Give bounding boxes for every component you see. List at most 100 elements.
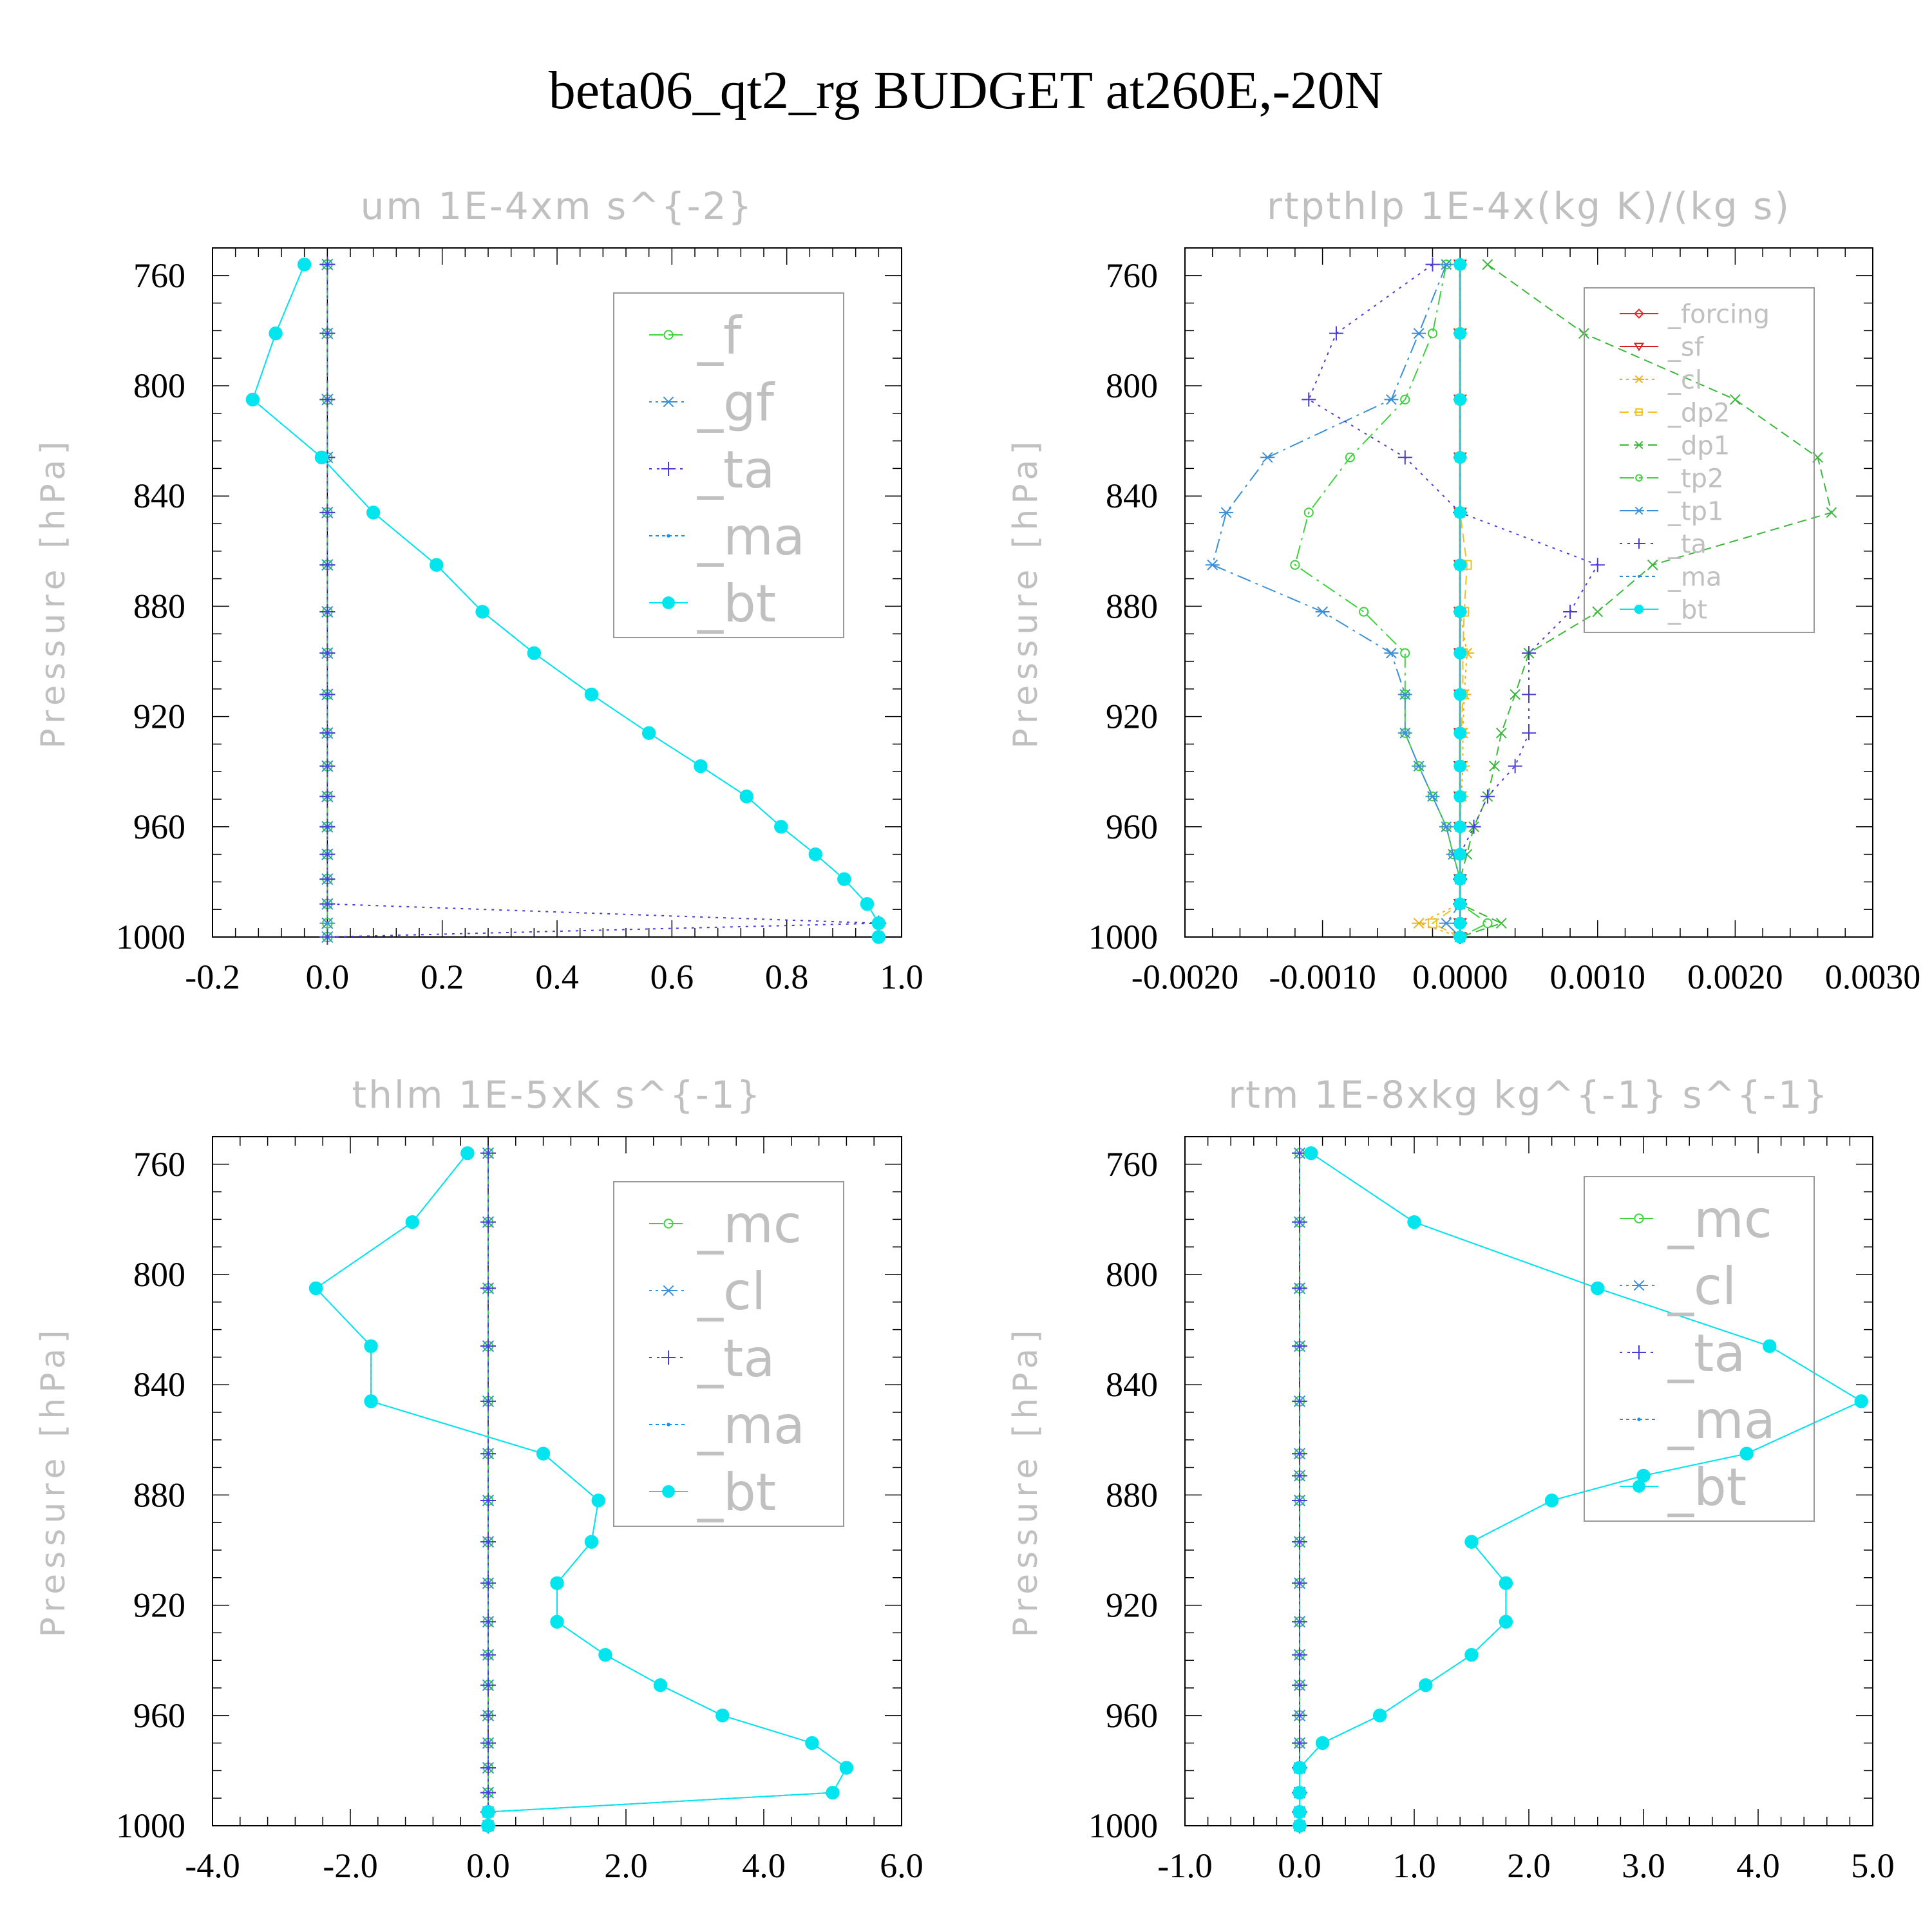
data-point [1397, 688, 1412, 700]
data-point [480, 1393, 496, 1409]
data-point [1454, 848, 1467, 861]
data-point [480, 1280, 496, 1296]
data-point [774, 820, 788, 834]
data-point [1292, 1575, 1307, 1591]
data-point [319, 758, 336, 774]
series-line [327, 264, 879, 938]
data-point [1826, 507, 1837, 518]
data-point [1345, 452, 1355, 462]
data-point [694, 759, 708, 773]
data-point [1293, 1819, 1307, 1833]
data-point [527, 646, 542, 660]
x-tick-label: 4.0 [1736, 1846, 1780, 1885]
data-point [1292, 1280, 1307, 1296]
data-point [1292, 1647, 1307, 1663]
data-point [430, 558, 444, 572]
data-point [1590, 558, 1605, 573]
plot-frame [212, 247, 902, 938]
y-tick-label: 760 [1106, 1145, 1158, 1184]
data-point [1412, 761, 1426, 772]
legend-label: _ta [697, 440, 775, 500]
data-point [739, 790, 753, 804]
series-line [1299, 1152, 1863, 1826]
legend-marker [1634, 506, 1644, 515]
series-line [252, 264, 880, 937]
legend-box [1584, 287, 1815, 633]
x-tick-label: 0.8 [765, 958, 809, 996]
x-tick-label: -0.0020 [1132, 958, 1238, 996]
data-point [1260, 451, 1275, 463]
legend-marker [1634, 308, 1644, 319]
data-point [480, 1575, 496, 1591]
legend-label: _tp1 [1667, 497, 1724, 526]
series-ma [1298, 1151, 1864, 1828]
data-point [1454, 451, 1467, 464]
series-line [1431, 264, 1468, 938]
data-point [308, 1281, 323, 1296]
legend-marker [667, 1423, 670, 1426]
data-point [1499, 1615, 1513, 1629]
data-point [364, 1339, 378, 1353]
data-point [1854, 1394, 1868, 1408]
data-point [1397, 727, 1412, 739]
legend-label: _dp1 [1667, 431, 1730, 460]
x-tick-label: 1.0 [880, 958, 923, 996]
data-point [319, 725, 336, 741]
data-point [715, 1709, 730, 1723]
x-tick-label: 3.0 [1622, 1846, 1665, 1885]
legend-marker [1635, 474, 1643, 482]
legend-marker [661, 1285, 676, 1296]
data-point [808, 847, 822, 862]
plot-title: rtm 1E-8xkg kg^{-1} s^{-1} [1228, 1073, 1830, 1117]
legend-label: _tp2 [1667, 464, 1724, 493]
data-point [1454, 873, 1467, 886]
data-point [1454, 820, 1467, 833]
series-ma [251, 262, 881, 939]
data-point [269, 326, 283, 341]
y-tick-label: 1000 [116, 1806, 185, 1845]
y-tick-label: 840 [133, 1365, 185, 1404]
data-point [598, 1647, 612, 1662]
series-bt [245, 257, 886, 944]
data-point [1454, 327, 1467, 340]
legend-label: _bt [1667, 595, 1707, 625]
data-point [480, 1214, 496, 1230]
y-tick-label: 880 [133, 1475, 185, 1514]
legend-marker [1635, 408, 1643, 416]
data-point [1293, 1785, 1307, 1800]
data-point [319, 687, 336, 703]
series-ta [319, 256, 887, 945]
legend-label: _ma [697, 1396, 805, 1455]
x-tick-label: 0.0 [466, 1846, 510, 1885]
data-point [1412, 918, 1426, 929]
panel-um: um 1E-4xm s^{-2} Pressure [hPa] -0.2 0.0 0.2… [34, 184, 923, 996]
data-point [480, 1707, 496, 1723]
legend-marker [1637, 1417, 1641, 1421]
data-point [1315, 1736, 1330, 1750]
legend-label: _sf [1667, 332, 1704, 362]
data-point [1454, 897, 1467, 911]
data-point [480, 1647, 496, 1663]
data-point [1466, 819, 1481, 834]
data-point [1293, 1761, 1307, 1775]
data-point [1304, 1146, 1318, 1160]
data-point [245, 392, 260, 407]
data-point [319, 557, 336, 573]
data-point [839, 1761, 854, 1775]
data-point [314, 450, 329, 464]
legend: _mc _cl _ta _ma _bt [1584, 1176, 1815, 1522]
data-point [1400, 648, 1410, 658]
data-point [319, 325, 336, 341]
legend-label: _mc [1667, 1189, 1772, 1249]
x-tick-label: 0.0 [306, 958, 350, 996]
y-axis-label: Pressure [hPa] [1007, 1325, 1045, 1638]
y-tick-label: 760 [133, 256, 185, 295]
series-bt [1454, 258, 1467, 943]
legend-label: _f [697, 306, 743, 366]
x-tick-label: 0.0030 [1825, 958, 1921, 996]
data-point [1563, 604, 1578, 619]
data-point [1763, 1339, 1777, 1353]
x-tick-label: 6.0 [880, 1846, 923, 1885]
data-point [1439, 259, 1454, 270]
data-point [1400, 394, 1410, 405]
